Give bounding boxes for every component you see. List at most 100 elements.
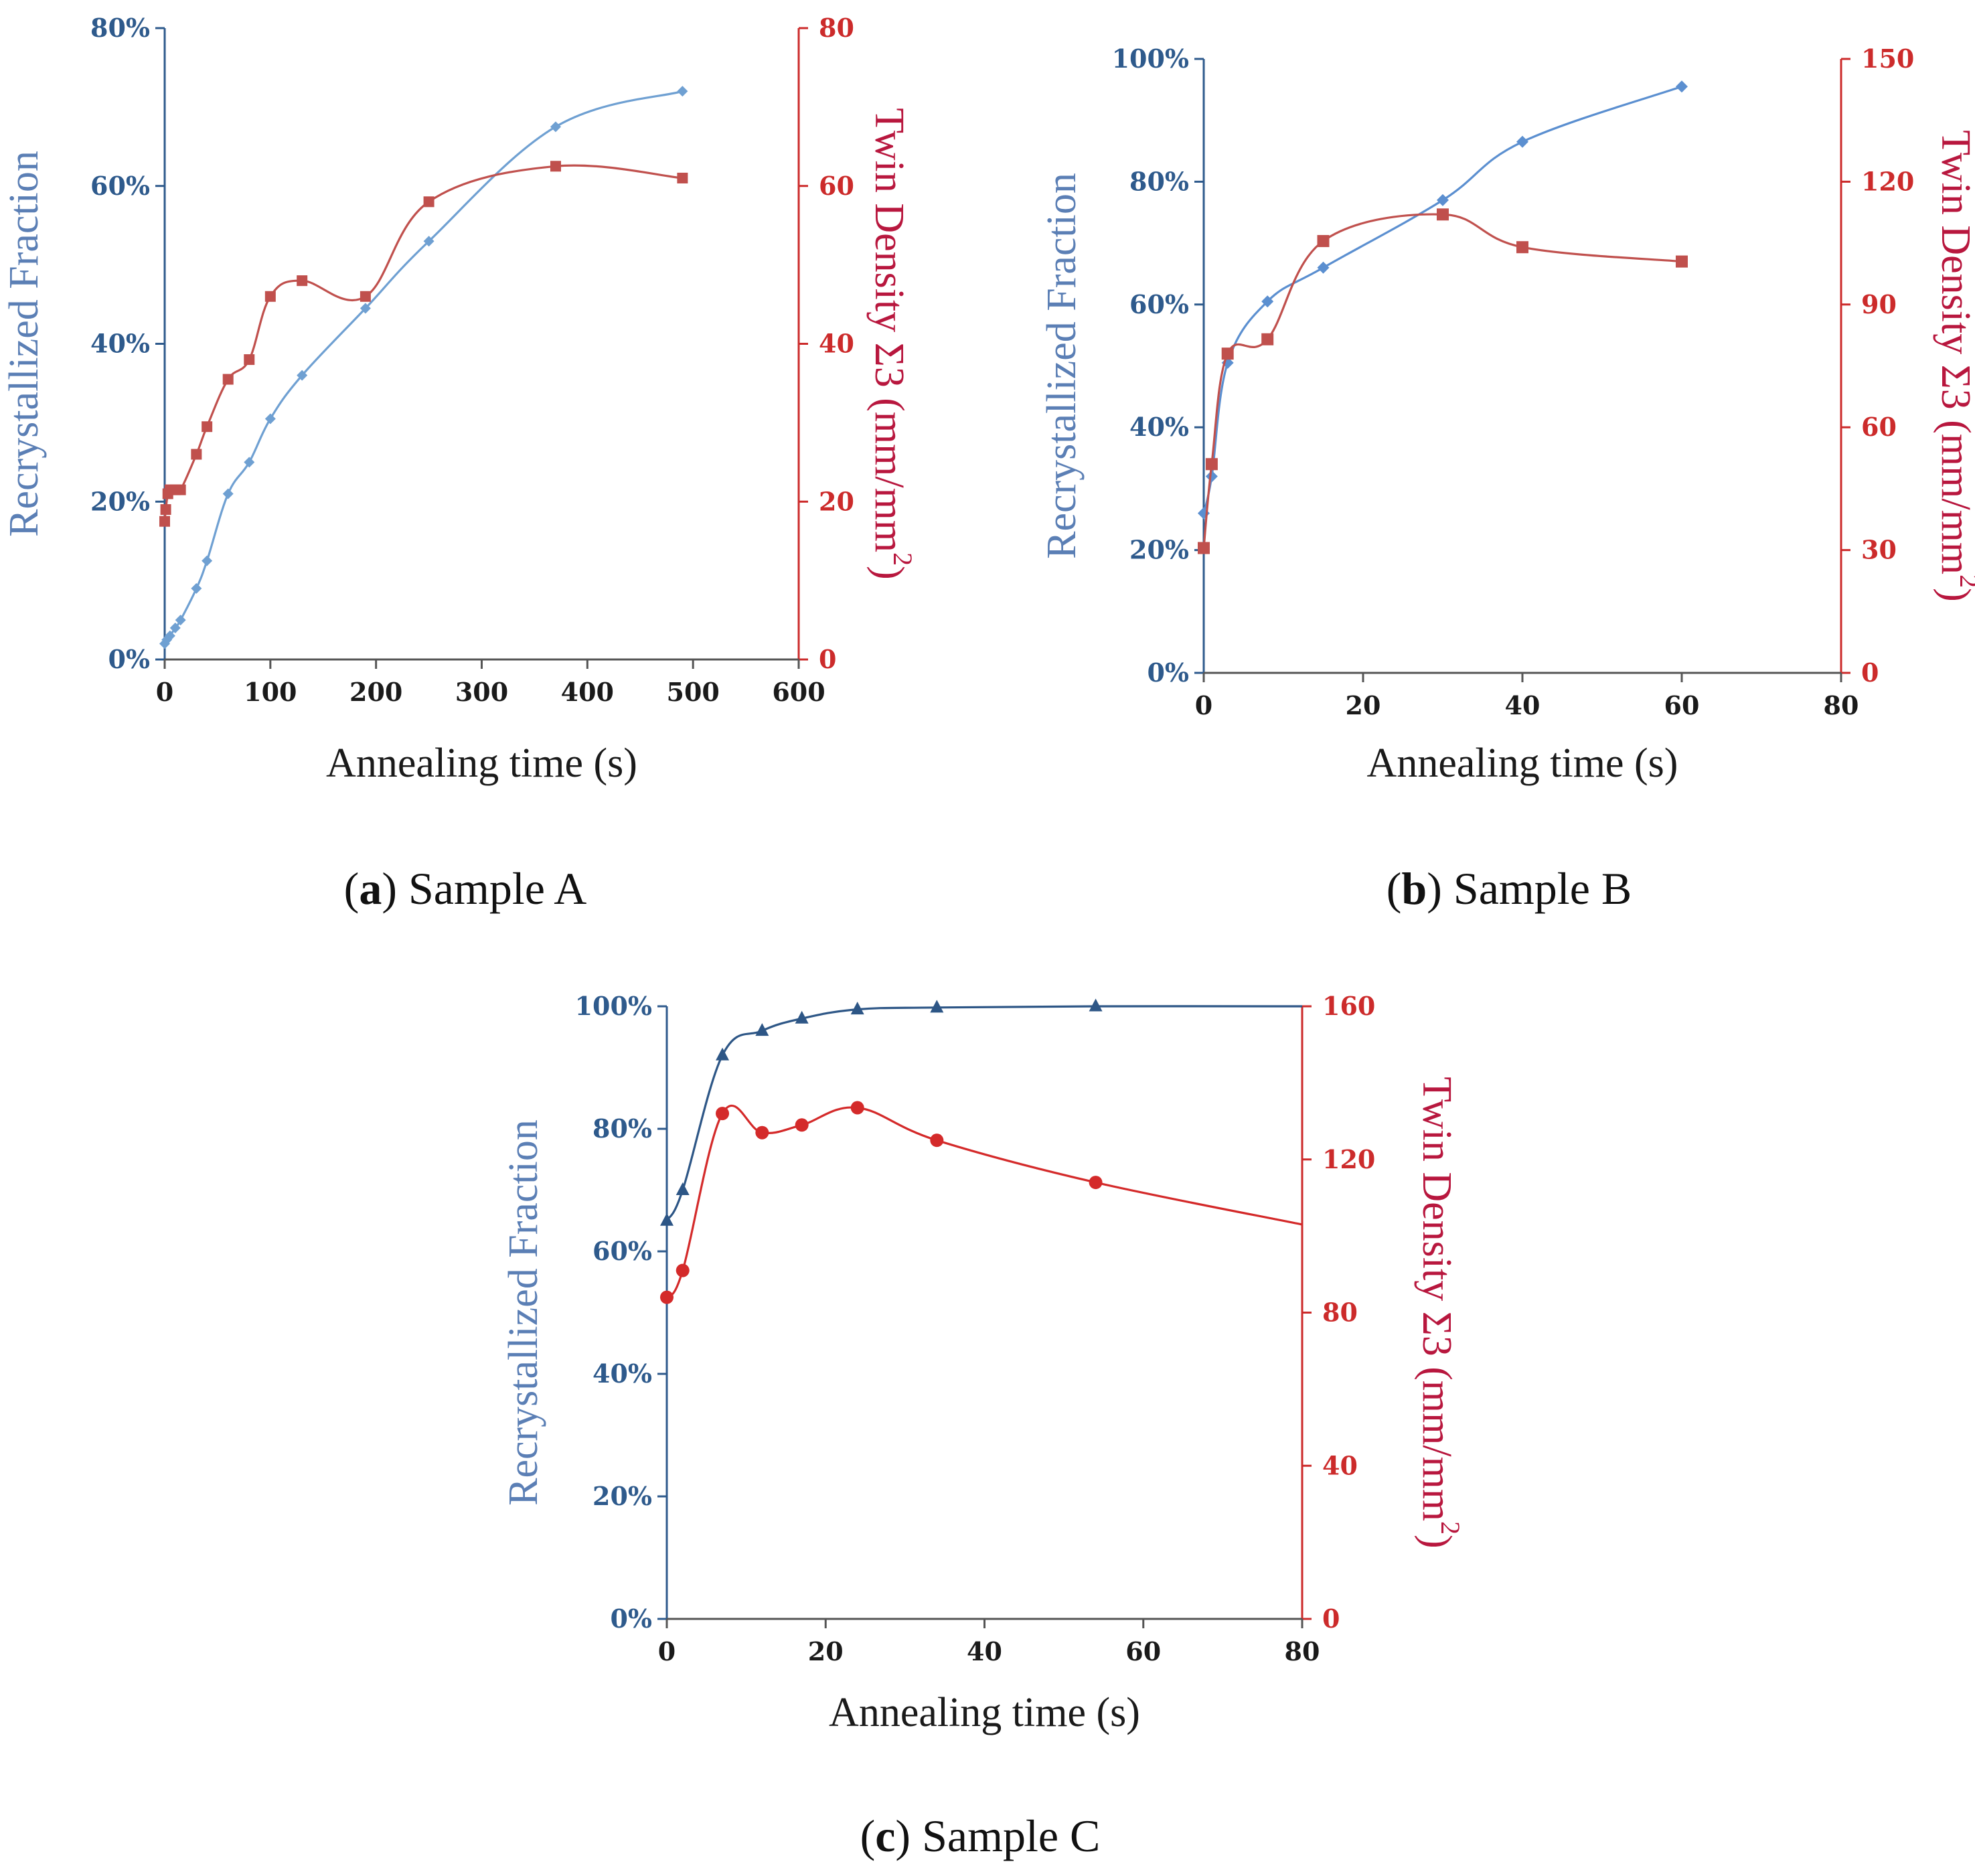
data-point — [202, 555, 213, 566]
data-point — [1089, 998, 1103, 1012]
right-axis-title: Twin Density Σ3 (mm/mm2) — [1414, 1077, 1466, 1548]
left-tick-label: 100% — [575, 991, 652, 1021]
series-line — [665, 1005, 1303, 1222]
caption-text: Sample C — [922, 1810, 1100, 1861]
caption-letter: a — [359, 863, 382, 914]
data-point — [1089, 1176, 1103, 1190]
left-tick-label: 20% — [592, 1481, 652, 1511]
right-tick-label: 90 — [1861, 289, 1897, 319]
series-line — [1202, 213, 1682, 548]
panel-c: 0% 20% 40% 60% 80% 100% 0 40 80 120 160 0 20 40 60 80 Re… — [501, 991, 1466, 1861]
right-axis-title-close: ) — [1414, 1535, 1459, 1549]
data-point — [264, 413, 276, 424]
x-tick-label: 0 — [658, 1636, 676, 1666]
axes: 0% 20% 40% 60% 80% 0 20 40 60 80 0 100 200 300 400 500 6… — [90, 13, 854, 707]
data-point — [930, 1000, 944, 1013]
caption-text: Sample B — [1453, 863, 1632, 914]
data-point — [660, 1290, 674, 1304]
x-axis-title: Annealing time (s) — [1367, 740, 1678, 786]
right-axis-title: Twin Density Σ3 (mm/mm2) — [866, 108, 918, 579]
data-point — [264, 291, 276, 302]
data-point — [360, 303, 371, 314]
right-tick-label: 60 — [819, 171, 854, 201]
left-axis-title: Recrystallized Fraction — [1, 151, 47, 537]
data-point — [1676, 80, 1688, 93]
data-point — [297, 370, 308, 381]
left-tick-label: 20% — [1129, 535, 1189, 565]
left-tick-label: 80% — [592, 1113, 652, 1144]
data-point — [850, 1101, 864, 1115]
series-twin-density — [660, 1101, 1303, 1304]
panel-b: 0% 20% 40% 60% 80% 100% 0 30 60 90 120 150 0 20 40 60 80… — [1039, 44, 1975, 914]
left-axis-title: Recrystallized Fraction — [1039, 173, 1085, 559]
panel-caption: (a) Sample A — [344, 863, 587, 914]
data-point — [175, 615, 186, 626]
right-tick-label: 40 — [819, 329, 854, 359]
caption-close-paren: ) — [382, 863, 408, 914]
data-point — [716, 1047, 730, 1061]
caption-letter: b — [1401, 863, 1427, 914]
x-tick-label: 0 — [1195, 690, 1212, 720]
caption-open-paren: ( — [1387, 863, 1402, 914]
left-tick-label: 40% — [1129, 412, 1189, 442]
data-point — [297, 275, 308, 287]
data-point — [164, 630, 175, 641]
data-point — [676, 1263, 690, 1277]
caption-text: Sample A — [408, 863, 586, 914]
x-tick-label: 60 — [1125, 1636, 1161, 1666]
right-axis-title-main: Twin Density Σ3 (mm/mm — [1933, 130, 1975, 574]
right-tick-label: 80 — [819, 13, 854, 43]
caption-letter: c — [875, 1810, 895, 1861]
left-tick-label: 60% — [592, 1236, 652, 1266]
data-point — [222, 488, 234, 499]
data-point — [550, 121, 561, 133]
data-point — [222, 374, 234, 385]
left-tick-label: 60% — [90, 171, 150, 201]
data-point — [677, 86, 688, 97]
x-tick-label: 400 — [561, 677, 614, 707]
data-point — [160, 504, 171, 516]
right-tick-label: 150 — [1861, 44, 1914, 74]
data-point — [191, 582, 202, 594]
series-twin-density — [1198, 208, 1688, 554]
data-point — [1317, 261, 1330, 274]
data-point — [755, 1125, 769, 1140]
x-tick-label: 20 — [1346, 690, 1381, 720]
series-line — [1202, 85, 1682, 514]
right-axis-title-superscript: 2 — [1954, 574, 1975, 588]
right-tick-label: 20 — [819, 486, 854, 516]
x-tick-label: 300 — [455, 677, 508, 707]
x-tick-label: 60 — [1664, 690, 1700, 720]
data-point — [660, 1213, 674, 1226]
left-axis-title: Recrystallized Fraction — [501, 1119, 546, 1506]
data-point — [1516, 135, 1528, 148]
right-axis-title-superscript: 2 — [888, 552, 918, 566]
right-tick-label: 60 — [1861, 412, 1897, 442]
caption-open-paren: ( — [860, 1810, 876, 1861]
data-point — [755, 1023, 769, 1036]
data-point — [716, 1107, 730, 1121]
series-twin-density — [159, 161, 688, 527]
right-tick-label: 40 — [1322, 1450, 1358, 1480]
data-point — [677, 172, 688, 183]
right-axis-title: Twin Density Σ3 (mm/mm2) — [1933, 130, 1975, 601]
right-axis-title-close: ) — [1933, 588, 1975, 602]
x-tick-label: 600 — [772, 677, 825, 707]
left-tick-label: 20% — [90, 486, 150, 516]
data-point — [676, 1182, 690, 1195]
series-recrystallized-fraction — [1198, 80, 1688, 520]
right-axis-title-main: Twin Density Σ3 (mm/mm — [1414, 1077, 1459, 1521]
right-axis-title-close: ) — [866, 566, 912, 580]
right-axis-title-superscript: 2 — [1435, 1521, 1466, 1535]
right-tick-label: 0 — [819, 644, 836, 674]
series-recrystallized-fraction — [660, 998, 1303, 1226]
data-point — [202, 421, 213, 433]
caption-close-paren: ) — [895, 1810, 922, 1861]
data-point — [550, 161, 561, 172]
data-point — [175, 484, 186, 495]
right-tick-label: 120 — [1322, 1144, 1375, 1174]
data-point — [423, 196, 434, 208]
data-point — [1205, 470, 1218, 483]
right-tick-label: 0 — [1861, 657, 1879, 688]
